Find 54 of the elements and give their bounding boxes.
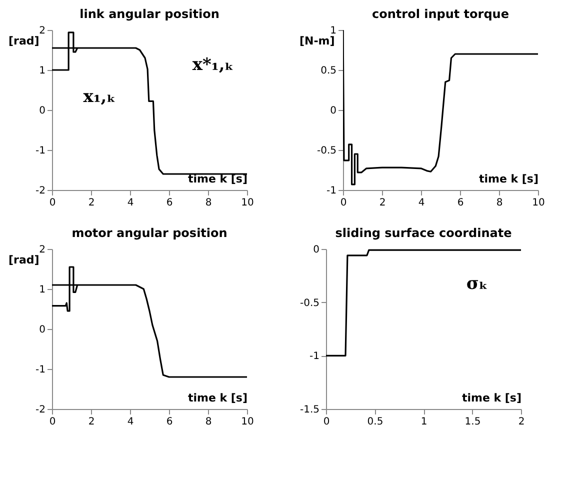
chart-title: sliding surface coordinate [335,226,512,240]
y-tick-label: 0.5 [320,66,336,76]
y-tick-label: 0 [330,106,336,116]
y-axis-title: [rad] [8,34,40,48]
x-axis-title: time k [s] [188,392,248,404]
x-tick-label: 2 [88,198,95,208]
y-tick-label: -2 [36,186,46,196]
y-tick-label: 2 [39,244,46,256]
y-tick-label: -1 [36,146,46,156]
chart-title: link angular position [80,7,220,21]
x-tick-label: 0 [340,198,347,208]
x-axis-title: time k [s] [462,392,522,404]
x-tick-label: 4 [127,198,134,208]
y-tick-label: -1.5 [300,404,320,416]
x-axis-title: time k [s] [478,172,538,186]
y-tick-label: -2 [36,404,46,416]
x-tick-label: 8 [205,198,212,208]
y-tick-label: 0 [39,324,46,336]
x-tick-label: 1 [420,416,428,428]
x-tick-label: 2 [518,416,525,428]
x-tick-label: 2 [379,198,386,208]
x-tick-label: 10 [241,416,254,428]
x-tick-label: 2 [88,416,95,428]
x-tick-label: 1.5 [464,416,481,428]
x-tick-label: 10 [532,198,545,208]
series-label: x₁,ₖ [83,87,116,108]
chart-title: motor angular position [72,226,228,240]
y-tick-label: -0.5 [316,146,336,156]
x-tick-label: 6 [166,198,173,208]
y-tick-label: -1 [36,364,46,376]
x-tick-label: 8 [205,416,212,428]
x-tick-label: 10 [241,198,254,208]
y-tick-label: 2 [39,26,46,36]
x-tick-label: 0 [49,198,56,208]
x-tick-label: 6 [457,198,464,208]
y-axis-title: [N-m] [300,34,335,48]
x-tick-label: 4 [127,416,134,428]
y-tick-label: -0.5 [300,298,320,309]
y-tick-label: 1 [39,284,46,296]
text: x*₁,ₖ [192,55,234,76]
y-axis-title: [rad] [8,254,40,266]
series-label: σₖ [466,274,488,294]
y-tick-label: 1 [330,26,336,36]
y-tick-label: 0 [313,244,320,256]
y-tick-label: 1 [39,66,46,76]
y-tick-label: -1 [310,351,320,362]
x-tick-label: 4 [418,198,425,208]
x-tick-label: 8 [496,198,503,208]
y-tick-label: -1 [326,186,336,196]
x-tick-label: 0.5 [367,416,384,428]
y-tick-label: 0 [39,106,46,116]
chart-title: control input torque [372,7,509,21]
x-tick-label: 0 [49,416,56,428]
x-tick-label: 6 [166,416,173,428]
